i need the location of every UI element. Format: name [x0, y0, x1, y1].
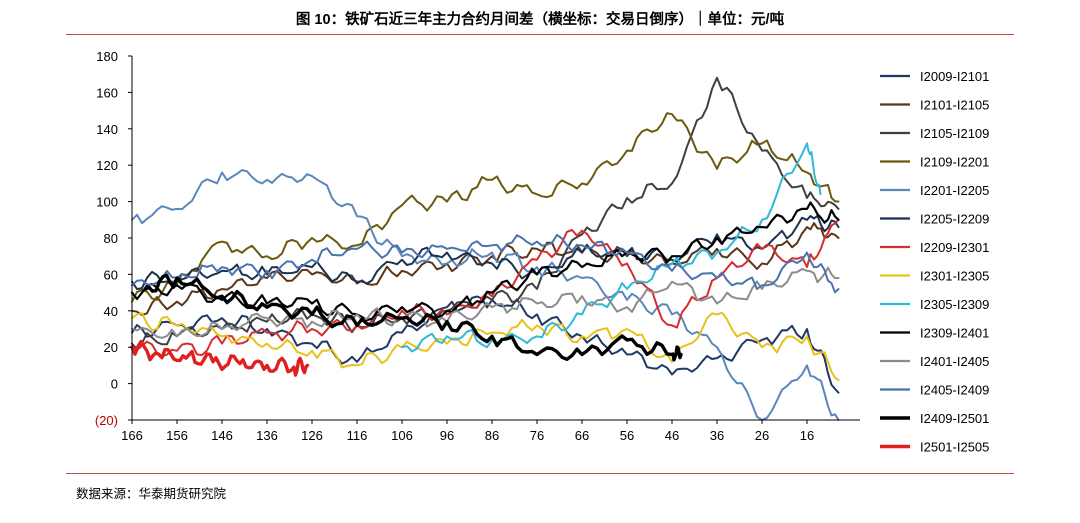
y-tick-label: 40: [104, 304, 118, 319]
legend-label-i2401-i2405: I2401-I2405: [920, 354, 989, 369]
y-tick-label: (20): [95, 413, 118, 428]
legend-label-i2105-i2109: I2105-I2109: [920, 126, 989, 141]
x-tick-label: 146: [211, 428, 233, 443]
series-line-i2201-i2205: [131, 169, 840, 421]
legend-label-i2109-i2201: I2109-I2201: [920, 155, 989, 170]
y-tick-label: 0: [111, 377, 118, 392]
source-rule: [66, 473, 1014, 474]
x-tick-label: 136: [256, 428, 278, 443]
series-line-i2409-i2501: [143, 273, 683, 362]
y-tick-label: 100: [96, 195, 118, 210]
series-lines: [130, 76, 840, 421]
y-tick-label: 180: [96, 49, 118, 64]
series-line-i2209-i2301: [131, 218, 840, 358]
legend-label-i2405-i2409: I2405-I2409: [920, 383, 989, 398]
chart-title: 图 10：铁矿石近三年主力合约月间差（横坐标：交易日倒序）｜单位：元/吨: [295, 12, 785, 28]
series-line-i2101-i2105: [131, 222, 840, 317]
series-line-i2501-i2505: [130, 339, 310, 377]
x-tick-label: 46: [665, 428, 679, 443]
legend-label-i2201-i2205: I2201-I2205: [920, 183, 989, 198]
title-rule: [66, 34, 1014, 35]
series-line-i2301-i2305: [131, 311, 840, 381]
x-tick-label: 96: [440, 428, 454, 443]
legend-label-i2009-i2101: I2009-I2101: [920, 69, 989, 84]
x-tick-label: 26: [755, 428, 769, 443]
source-note: 数据来源：华泰期货研究院: [76, 487, 227, 501]
y-tick-label: 140: [96, 122, 118, 137]
x-tick-label: 76: [530, 428, 544, 443]
legend-label-i2209-i2301: I2209-I2301: [920, 240, 989, 255]
legend: I2009-I2101 I2101-I2105 I2105-I2109 I2109-I…: [880, 69, 989, 455]
x-tick-label: 36: [710, 428, 724, 443]
x-tick-label: 56: [620, 428, 634, 443]
series-line-i2401-i2405: [131, 266, 840, 339]
axes: (20) 0 20 40 60 80 100 120 140 160 180 166 156 146 136…: [95, 49, 860, 443]
series-line-i2109-i2201: [131, 112, 840, 303]
legend-label-i2305-i2309: I2305-I2309: [920, 297, 989, 312]
x-tick-label: 116: [347, 428, 368, 443]
x-tick-label: 16: [800, 428, 814, 443]
legend-label-i2501-i2505: I2501-I2505: [920, 440, 989, 455]
x-tick-label: 126: [301, 428, 323, 443]
series-line-i2105-i2109: [131, 76, 840, 351]
x-tick-label: 106: [391, 428, 413, 443]
legend-label-i2101-i2105: I2101-I2105: [920, 98, 989, 113]
y-tick-label: 80: [104, 231, 118, 246]
x-tick-label: 156: [166, 428, 188, 443]
x-tick-label: 166: [121, 428, 143, 443]
legend-label-i2309-i2401: I2309-I2401: [920, 326, 989, 341]
series-line-i2205-i2209: [131, 214, 840, 291]
y-tick-label: 20: [104, 340, 118, 355]
series-line-i2305-i2309: [401, 142, 822, 353]
legend-label-i2409-i2501: I2409-I2501: [920, 411, 989, 426]
x-tick-label: 86: [485, 428, 499, 443]
x-tick-label: 66: [575, 428, 589, 443]
y-tick-label: 120: [96, 158, 118, 173]
y-tick-label: 160: [96, 85, 118, 100]
legend-label-i2205-i2209: I2205-I2209: [920, 212, 989, 227]
y-tick-label: 60: [104, 267, 118, 282]
legend-label-i2301-i2305: I2301-I2305: [920, 269, 989, 284]
series-line-i2405-i2409: [131, 233, 840, 294]
